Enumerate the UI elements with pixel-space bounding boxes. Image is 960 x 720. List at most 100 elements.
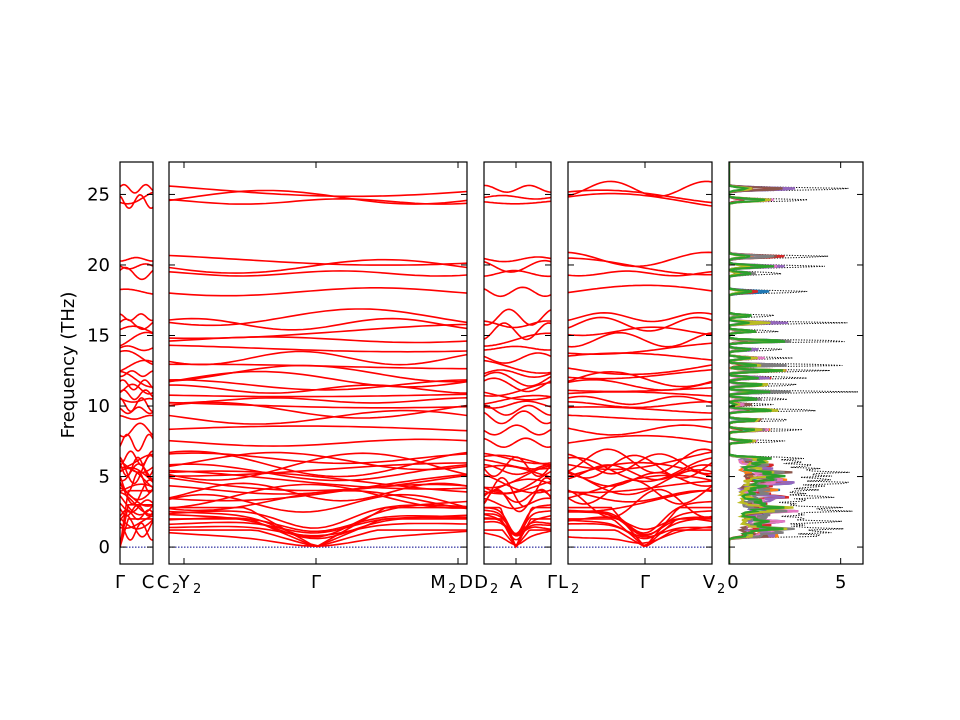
band-line — [120, 422, 153, 438]
dos-x-tick-label: 5 — [835, 572, 846, 593]
dos-partial-curve — [729, 162, 786, 564]
band-line — [484, 332, 551, 347]
band-line — [120, 499, 153, 514]
band-line — [484, 194, 551, 200]
band-line — [568, 189, 712, 204]
band-line — [120, 193, 153, 210]
band-line — [568, 326, 712, 337]
band-line — [169, 350, 467, 366]
band-line — [120, 463, 153, 482]
x-tick-label-subscript: 2 — [193, 582, 201, 597]
band-line — [568, 311, 712, 323]
y-axis-label: Frequency (THz) — [58, 292, 79, 439]
band-line — [120, 370, 153, 388]
band-line — [169, 469, 467, 490]
band-panel-4 — [567, 161, 713, 565]
band-line — [568, 390, 712, 397]
x-tick-label-subscript: 2 — [448, 582, 456, 597]
x-tick-label: Γ — [311, 572, 321, 593]
y-tick-label: 0 — [99, 537, 110, 558]
band-line — [120, 331, 153, 347]
band-line — [120, 471, 153, 494]
band-line — [568, 414, 712, 421]
band-line — [120, 453, 153, 469]
x-tick-label: Γ — [115, 572, 125, 593]
band-line — [484, 470, 551, 494]
panel-frame — [483, 161, 552, 565]
band-line — [169, 462, 467, 477]
x-tick-label: V — [703, 572, 716, 593]
band-line — [120, 318, 153, 330]
band-line — [484, 497, 551, 510]
y-tick-label: 15 — [87, 325, 110, 346]
band-line — [484, 320, 551, 329]
band-line — [484, 259, 551, 273]
band-line — [169, 270, 467, 277]
band-line — [568, 257, 712, 276]
band-line — [568, 331, 712, 348]
band-line — [568, 471, 712, 487]
band-line — [568, 488, 712, 519]
panel-frame — [168, 161, 468, 565]
band-line — [169, 393, 467, 398]
band-line — [120, 345, 153, 352]
x-tick-label-subscript: 2 — [490, 582, 498, 597]
band-line — [120, 389, 153, 401]
band-line — [568, 395, 712, 406]
band-line — [484, 308, 551, 326]
x-tick-label: Γ — [640, 572, 650, 593]
x-tick-label-subscript: 2 — [571, 582, 579, 597]
band-line — [484, 513, 551, 541]
band-line — [484, 452, 551, 465]
x-tick-label: C — [142, 572, 155, 593]
band-line — [568, 517, 712, 540]
band-panel-2 — [168, 161, 468, 565]
x-tick-label-subscript: 2 — [717, 582, 725, 597]
band-line — [568, 474, 712, 499]
band-line — [484, 377, 551, 393]
band-line — [568, 453, 712, 475]
band-line — [169, 452, 467, 465]
band-line — [484, 371, 551, 387]
band-line — [568, 469, 712, 496]
y-axis: Frequency (THz) 0 5 10 15 20 25 — [58, 184, 110, 558]
band-line — [484, 184, 551, 194]
band-line — [120, 183, 153, 194]
band-line — [484, 256, 551, 263]
band-line — [120, 517, 153, 530]
band-line — [169, 483, 467, 495]
band-panel-3 — [483, 161, 552, 565]
band-line — [120, 379, 153, 391]
band-line — [484, 463, 551, 476]
band-line — [120, 397, 153, 403]
band-line — [120, 495, 153, 516]
band-line — [484, 509, 551, 537]
x-tick-label: L — [558, 572, 568, 593]
band-line — [484, 391, 551, 401]
band-line — [484, 530, 551, 546]
dos-frame — [728, 161, 864, 565]
band-line — [484, 480, 551, 495]
band-line — [169, 409, 467, 425]
band-line — [484, 200, 551, 205]
band-line — [568, 251, 712, 268]
band-line — [169, 425, 467, 432]
band-line — [120, 256, 153, 262]
band-line — [120, 359, 153, 372]
band-line — [484, 404, 551, 416]
band-line — [568, 316, 712, 332]
band-line — [169, 254, 467, 266]
band-line — [169, 500, 467, 538]
band-line — [169, 470, 467, 493]
band-line — [484, 394, 551, 405]
y-tick-label: 5 — [99, 467, 110, 488]
band-panels — [119, 161, 713, 565]
band-line — [120, 313, 153, 322]
band-line — [169, 323, 467, 340]
x-tick-label: M — [430, 572, 446, 593]
band-line — [568, 454, 712, 479]
band-line — [120, 414, 153, 421]
band-line — [169, 451, 467, 471]
band-line — [484, 322, 551, 341]
